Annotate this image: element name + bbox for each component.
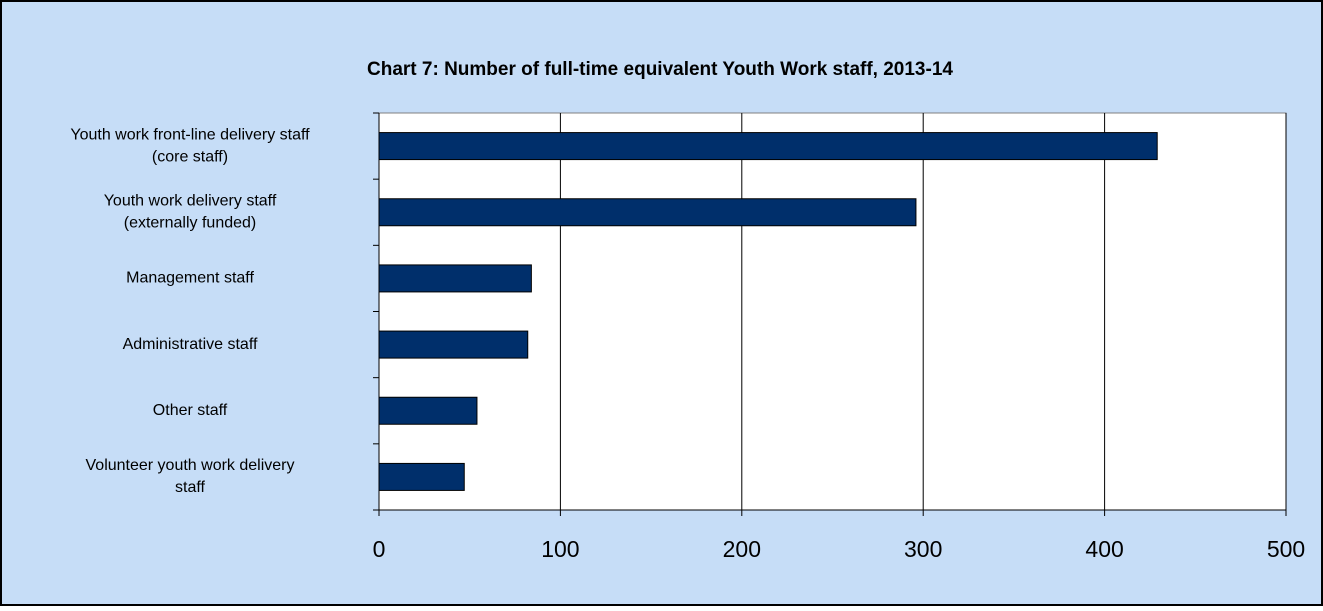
y-tick-label: Youth work front-line delivery staff [70, 126, 310, 143]
y-tick-label: Administrative staff [123, 336, 258, 353]
x-tick-label: 100 [541, 536, 579, 562]
bar [378, 330, 529, 359]
x-tick-label: 500 [1267, 536, 1305, 562]
y-tick-label: Management staff [126, 270, 254, 287]
y-tick-label: Volunteer youth work delivery [86, 457, 295, 474]
bar [378, 198, 917, 227]
bar [378, 264, 532, 293]
y-tick-label: (core staff) [152, 148, 228, 165]
y-tick-label: Other staff [153, 402, 228, 419]
plot-area [378, 112, 1287, 511]
bar [378, 462, 465, 491]
x-tick-label: 200 [723, 536, 761, 562]
y-tick-label: (externally funded) [124, 214, 257, 231]
x-tick-label: 300 [904, 536, 942, 562]
bar [378, 132, 1158, 161]
x-tick-label: 0 [373, 536, 386, 562]
bar [378, 396, 478, 425]
chart-title: Chart 7: Number of full-time equivalent … [367, 59, 953, 80]
y-tick-label: Youth work delivery staff [104, 192, 277, 209]
x-tick-label: 400 [1085, 536, 1123, 562]
y-tick-label: staff [175, 479, 206, 496]
